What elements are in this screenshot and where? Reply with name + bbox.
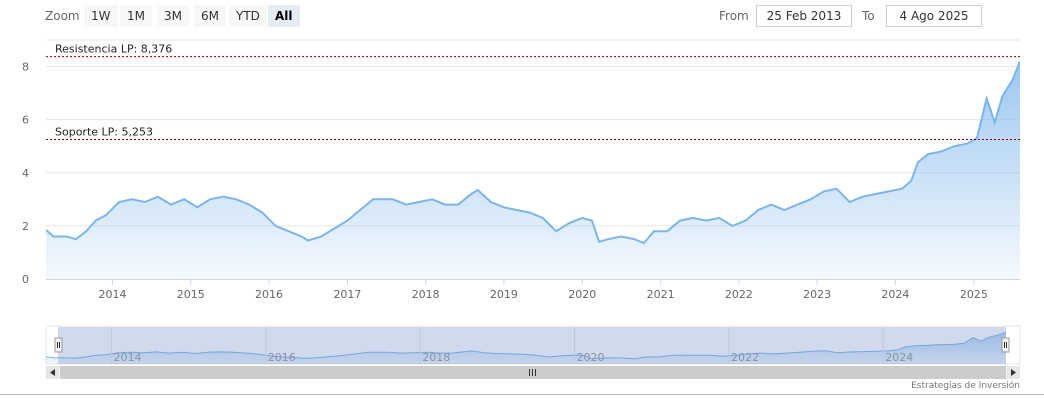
x-tick-label: 2022: [725, 288, 753, 301]
zoom-button-3m[interactable]: 3M: [157, 5, 189, 27]
gridlines: [46, 66, 1020, 227]
navigator-selection-mask: [58, 327, 1006, 364]
arrow-right-icon: [1011, 369, 1016, 376]
zoom-button-6m[interactable]: 6M: [194, 5, 226, 27]
zoom-label: Zoom: [45, 9, 80, 23]
series-line: [46, 60, 1020, 245]
to-date-input[interactable]: 4 Ago 2025: [886, 5, 982, 27]
x-tick-label: 2021: [647, 288, 675, 301]
x-axis-ticks: 2014 2015 2016 2017 2018 2019 2020 2021 2022 2023…: [98, 279, 988, 301]
x-tick-label: 2016: [255, 288, 283, 301]
scrollbar[interactable]: [46, 366, 1020, 379]
navigator-tick-label: 2024: [885, 351, 913, 364]
from-label: From: [719, 9, 749, 23]
navigator-handle-left[interactable]: [54, 337, 63, 353]
zoom-button-1m[interactable]: 1M: [120, 5, 152, 27]
y-tick-label: 0: [22, 273, 29, 286]
x-tick-label: 2014: [98, 288, 126, 301]
y-tick-label: 6: [22, 114, 29, 127]
level-label: Resistencia LP: 8,376: [55, 43, 172, 56]
navigator-tick-label: 2020: [576, 351, 604, 364]
y-tick-label: 2: [22, 220, 29, 233]
from-date-input[interactable]: 25 Feb 2013: [756, 5, 852, 27]
level-label: Soporte LP: 5,253: [55, 126, 153, 139]
range-selector: Zoom 1W 1M 3M 6M YTD All From 25 Feb 201…: [0, 0, 1044, 34]
navigator-line: [46, 331, 1006, 360]
zoom-button-1w[interactable]: 1W: [84, 5, 118, 27]
to-label: To: [862, 9, 875, 23]
navigator: 2014 2016 2018 2020 2022 2024: [45, 325, 1021, 365]
y-tick-label: 4: [22, 167, 29, 180]
x-tick-label: 2020: [568, 288, 596, 301]
credits: Estrategias de Inversión: [911, 381, 1020, 391]
navigator-handle-right[interactable]: [1001, 337, 1010, 353]
navigator-tick-label: 2016: [268, 351, 296, 364]
x-tick-label: 2015: [177, 288, 205, 301]
series-area: [46, 61, 1020, 280]
level-annotations: Resistencia LP: 8,376 Soporte LP: 5,253: [46, 43, 1020, 141]
zoom-button-all[interactable]: All: [268, 5, 300, 27]
x-tick-label: 2019: [490, 288, 518, 301]
navigator-tick-label: 2014: [114, 351, 142, 364]
x-tick-label: 2023: [803, 288, 831, 301]
x-tick-label: 2017: [333, 288, 361, 301]
x-tick-label: 2025: [960, 288, 988, 301]
navigator-area: [46, 332, 1006, 364]
navigator-tick-label: 2022: [731, 351, 759, 364]
navigator-ticks: 2014 2016 2018 2020 2022 2024: [111, 327, 913, 364]
y-tick-label: 8: [22, 61, 29, 74]
arrow-left-icon: [50, 369, 55, 376]
navigator-tick-label: 2018: [422, 351, 450, 364]
y-axis-ticks: 0 2 4 6 8: [22, 61, 29, 286]
x-tick-label: 2024: [881, 288, 909, 301]
x-tick-label: 2018: [412, 288, 440, 301]
zoom-button-ytd[interactable]: YTD: [229, 5, 267, 27]
